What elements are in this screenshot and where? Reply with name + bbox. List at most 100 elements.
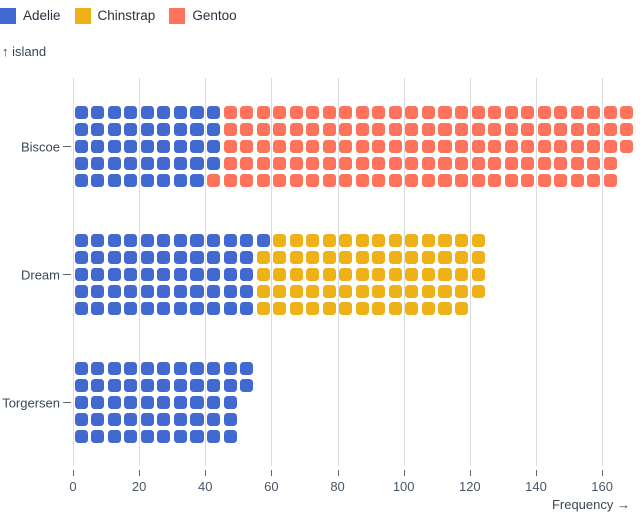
waffle-cell	[91, 301, 105, 316]
waffle-cell	[388, 284, 402, 299]
waffle-cell	[140, 105, 154, 120]
waffle-cell	[339, 156, 353, 171]
waffle-cell	[306, 233, 320, 248]
x-tick-label: 140	[525, 479, 547, 494]
waffle-cell	[322, 284, 336, 299]
legend-swatch-chinstrap-icon	[74, 8, 91, 24]
waffle-cell	[206, 105, 221, 120]
waffle-cell	[107, 361, 121, 376]
waffle-cell	[74, 173, 88, 188]
waffle-cell	[107, 233, 121, 248]
waffle-cell	[91, 378, 105, 393]
waffle-cell	[421, 301, 436, 316]
waffle-cell	[124, 105, 138, 120]
waffle-cell	[240, 173, 254, 188]
waffle-cell	[372, 267, 386, 282]
waffle-cell	[173, 156, 187, 171]
legend-label-chinstrap: Chinstrap	[97, 8, 156, 23]
waffle-cell	[620, 105, 634, 120]
waffle-cell	[455, 105, 469, 120]
x-tick-label: 60	[264, 479, 279, 494]
waffle-cell	[339, 267, 353, 282]
waffle-cell	[256, 122, 270, 137]
waffle-cell	[355, 250, 369, 265]
waffle-cell	[124, 173, 138, 188]
waffle-cell	[240, 267, 254, 282]
waffle-cell	[554, 173, 568, 188]
waffle-cell	[388, 233, 402, 248]
waffle-cell	[421, 105, 436, 120]
waffle-cell	[455, 233, 469, 248]
waffle-cell	[273, 173, 287, 188]
waffle-cell	[570, 173, 584, 188]
waffle-cell	[190, 139, 204, 154]
waffle-cell	[140, 378, 154, 393]
waffle-cell	[91, 361, 105, 376]
waffle-cell	[223, 267, 237, 282]
waffle-cell	[273, 105, 287, 120]
waffle-cell	[190, 378, 204, 393]
waffle-cell	[107, 395, 121, 410]
waffle-cell	[405, 122, 419, 137]
waffle-cell	[471, 122, 485, 137]
y-tick	[63, 274, 71, 275]
waffle-cell	[157, 173, 171, 188]
waffle-cell	[620, 139, 634, 154]
x-tick	[73, 470, 74, 476]
waffle-cell	[537, 122, 551, 137]
gridline	[205, 78, 207, 466]
waffle-cell	[372, 156, 386, 171]
waffle-cell	[140, 267, 154, 282]
waffle-cell	[438, 105, 452, 120]
waffle-cell	[223, 139, 237, 154]
waffle-cell	[438, 122, 452, 137]
waffle-cell	[388, 301, 402, 316]
waffle-cell	[157, 250, 171, 265]
legend-label-adelie: Adelie	[23, 8, 61, 23]
waffle-cell	[388, 105, 402, 120]
waffle-cell	[355, 173, 369, 188]
waffle-cell	[587, 105, 601, 120]
waffle-cell	[322, 250, 336, 265]
waffle-cell	[74, 233, 88, 248]
waffle-cell	[355, 156, 369, 171]
waffle-cell	[107, 156, 121, 171]
waffle-cell	[256, 301, 270, 316]
waffle-cell	[74, 139, 88, 154]
legend-label-gentoo: Gentoo	[192, 8, 237, 23]
waffle-cell	[124, 361, 138, 376]
waffle-cell	[256, 267, 270, 282]
waffle-cell	[570, 139, 584, 154]
waffle-cell	[306, 122, 320, 137]
waffle-cell	[240, 284, 254, 299]
waffle-cell	[488, 105, 502, 120]
waffle-cell	[91, 250, 105, 265]
waffle-cell	[240, 105, 254, 120]
waffle-cell	[306, 267, 320, 282]
waffle-cell	[157, 301, 171, 316]
waffle-cell	[554, 139, 568, 154]
waffle-cell	[240, 301, 254, 316]
x-tick	[139, 470, 141, 476]
waffle-cell	[504, 173, 518, 188]
waffle-cell	[355, 267, 369, 282]
waffle-cell	[289, 233, 303, 248]
waffle-cell	[74, 361, 88, 376]
waffle-cell	[273, 156, 287, 171]
legend-item-gentoo: Gentoo	[169, 8, 237, 24]
waffle-cell	[140, 139, 154, 154]
waffle-cell	[190, 250, 204, 265]
waffle-cell	[388, 250, 402, 265]
waffle-cell	[421, 139, 436, 154]
waffle-cell	[74, 395, 88, 410]
waffle-cell	[306, 250, 320, 265]
waffle-cell	[322, 105, 336, 120]
waffle-cell	[190, 122, 204, 137]
waffle-cell	[372, 122, 386, 137]
waffle-cell	[504, 105, 518, 120]
waffle-cell	[471, 284, 485, 299]
waffle-cell	[240, 156, 254, 171]
waffle-cell	[91, 233, 105, 248]
waffle-cell	[240, 378, 254, 393]
